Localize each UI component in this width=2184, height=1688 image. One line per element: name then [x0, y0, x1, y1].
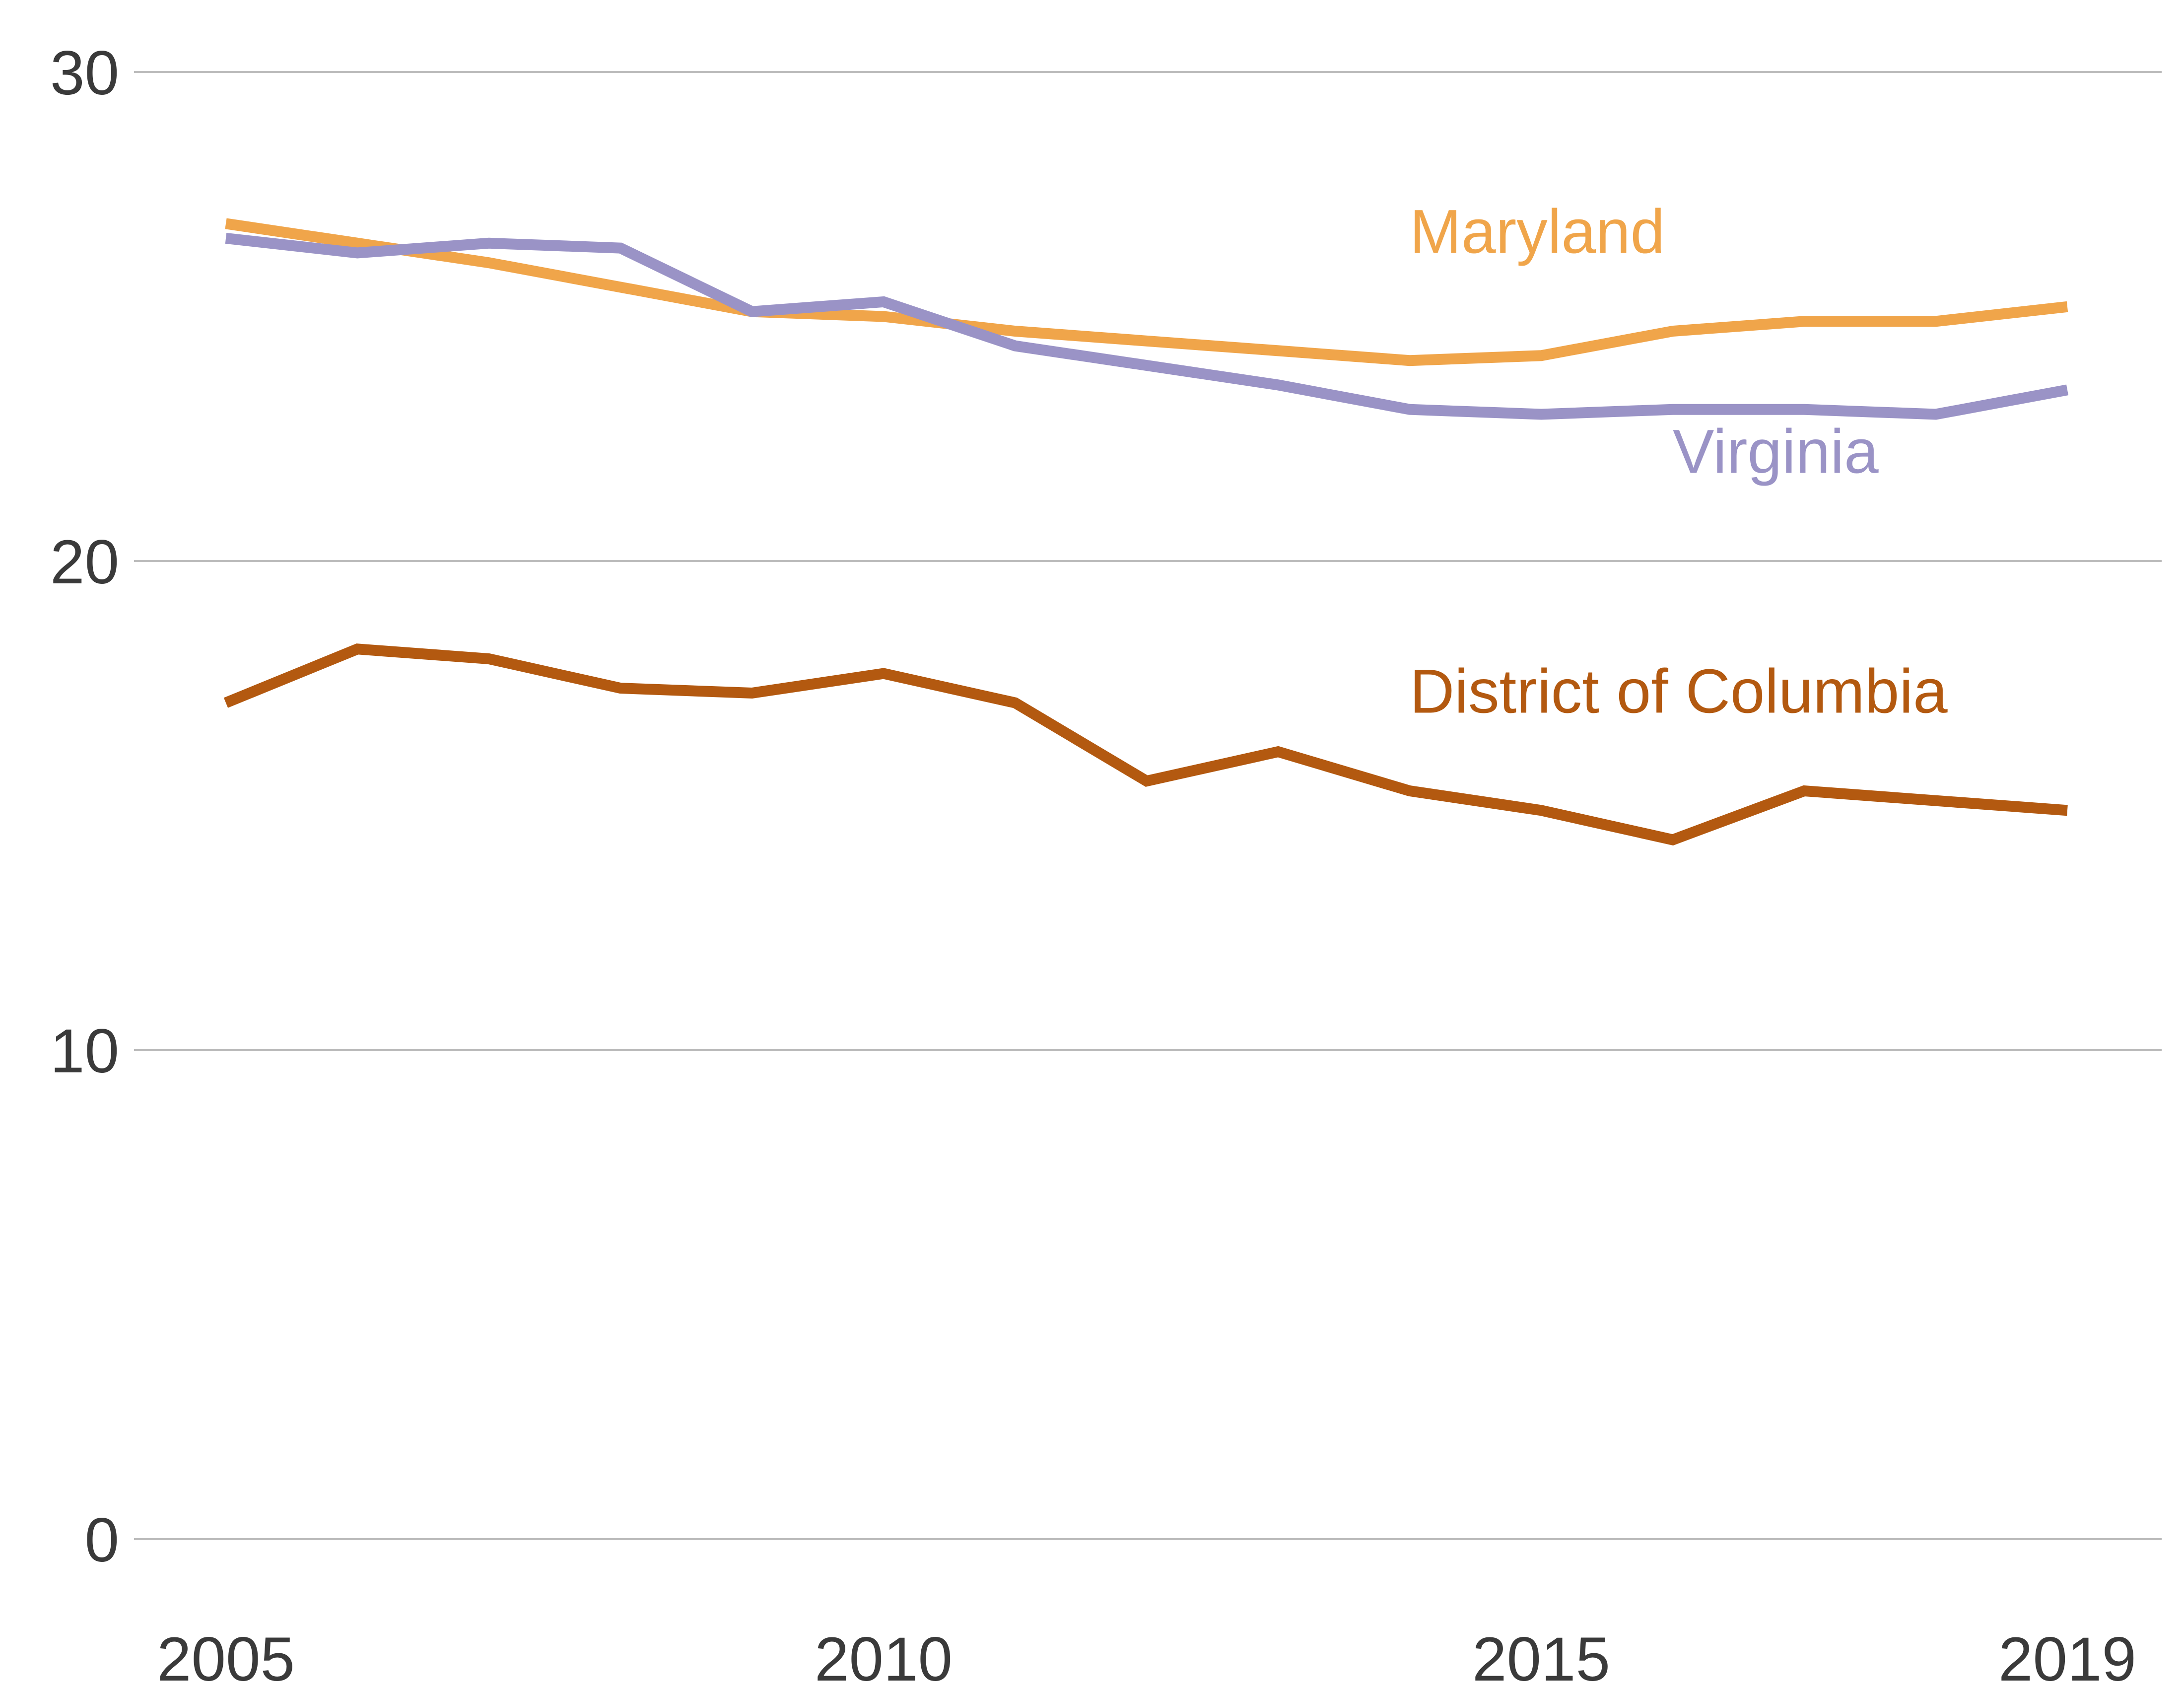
series-labels: Maryland Virginia District of Columbia [1410, 197, 1948, 726]
x-tick-label: 2010 [815, 1625, 953, 1688]
y-tick-label: 0 [84, 1506, 119, 1575]
series-lines [223, 218, 2069, 845]
series-label-virginia: Virginia [1673, 418, 1879, 487]
series-line-district-of-columbia [223, 643, 2068, 845]
series-label-district-of-columbia: District of Columbia [1410, 657, 1948, 726]
y-tick-label: 20 [50, 528, 119, 597]
x-tick-label: 2019 [1998, 1625, 2136, 1688]
gridlines [134, 71, 2162, 1540]
series-line-maryland [225, 218, 2068, 366]
x-tick-label: 2005 [157, 1625, 295, 1688]
series-label-maryland: Maryland [1410, 197, 1665, 266]
series-line-virginia [225, 232, 2069, 420]
x-tick-label: 2015 [1472, 1625, 1610, 1688]
y-tick-label: 30 [50, 39, 119, 108]
x-axis: 2005 2010 2015 2019 [157, 1625, 2136, 1688]
y-axis: 0 10 20 30 [50, 39, 119, 1575]
y-tick-label: 10 [50, 1017, 119, 1086]
